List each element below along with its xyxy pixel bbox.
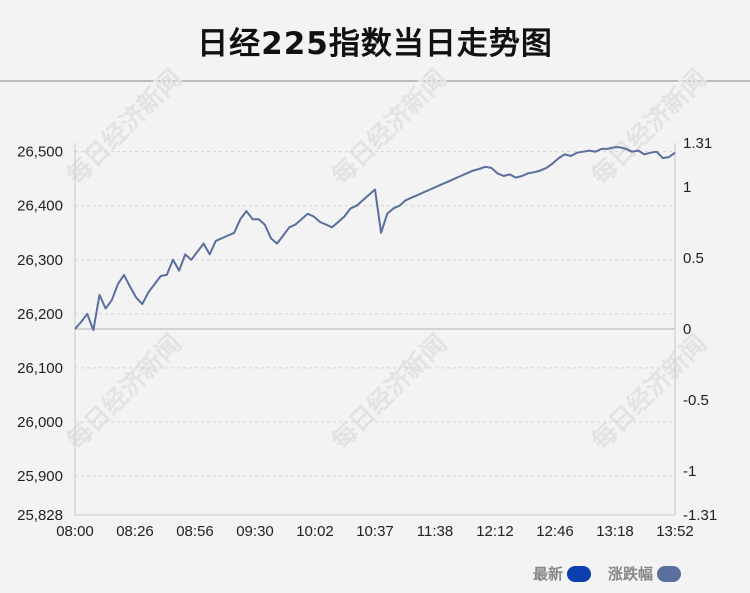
left-tick-label: 26,300 [17, 252, 63, 269]
left-tick-label: 26,400 [17, 198, 63, 215]
x-tick-label: 13:18 [596, 523, 634, 540]
left-tick-label: 26,000 [17, 414, 63, 431]
watermark-text: 每日经济新闻 [61, 64, 188, 191]
left-tick-label: 26,500 [17, 144, 63, 161]
x-tick-label: 12:46 [536, 523, 574, 540]
x-tick-label: 13:52 [656, 523, 694, 540]
title-divider [0, 80, 750, 82]
legend-swatch-change [657, 565, 682, 582]
chart-title: 日经225指数当日走势图 [197, 26, 553, 62]
right-tick-label: -1 [683, 463, 696, 480]
legend-label-latest: 最新 [533, 565, 564, 583]
left-tick-label: 25,900 [17, 468, 63, 485]
legend-label-change: 涨跌幅 [608, 565, 654, 583]
legend-swatch-latest [567, 565, 592, 582]
left-tick-label: 26,100 [17, 360, 63, 377]
watermark-text: 每日经济新闻 [326, 329, 453, 456]
right-tick-label: 0.5 [683, 250, 704, 267]
x-tick-label: 09:30 [236, 523, 274, 540]
watermark-text: 每日经济新闻 [61, 329, 188, 456]
right-tick-label: 0 [683, 321, 691, 338]
x-tick-label: 11:38 [417, 523, 453, 540]
legend-item-latest[interactable]: 最新 [533, 563, 592, 584]
x-tick-label: 10:37 [356, 523, 394, 540]
legend-item-change[interactable]: 涨跌幅 [608, 563, 682, 584]
watermark-text: 每日经济新闻 [586, 64, 713, 191]
x-axis-ticks: 08:00 08:26 08:56 09:30 10:02 10:37 11:38 12:12… [56, 523, 694, 540]
watermark-text: 每日经济新闻 [326, 64, 453, 191]
right-tick-label: -1.31 [683, 507, 717, 524]
right-tick-label: 1.31 [683, 135, 712, 152]
x-tick-label: 08:26 [116, 523, 154, 540]
x-tick-label: 12:12 [476, 523, 514, 540]
series-line [74, 146, 676, 332]
x-tick-label: 08:00 [56, 523, 94, 540]
gridlines [75, 151, 675, 477]
right-tick-label: 1 [683, 179, 691, 196]
left-axis-ticks: 26,500 26,400 26,300 26,200 26,100 26,000 25,9… [17, 144, 63, 524]
right-axis-ticks: 1.31 1 0.5 0 -0.5 -1 -1.31 [683, 135, 717, 524]
left-tick-label: 26,200 [17, 306, 63, 323]
left-tick-label: 25,828 [17, 507, 63, 524]
right-tick-label: -0.5 [683, 392, 709, 409]
x-tick-label: 08:56 [176, 523, 214, 540]
x-tick-label: 10:02 [296, 523, 334, 540]
